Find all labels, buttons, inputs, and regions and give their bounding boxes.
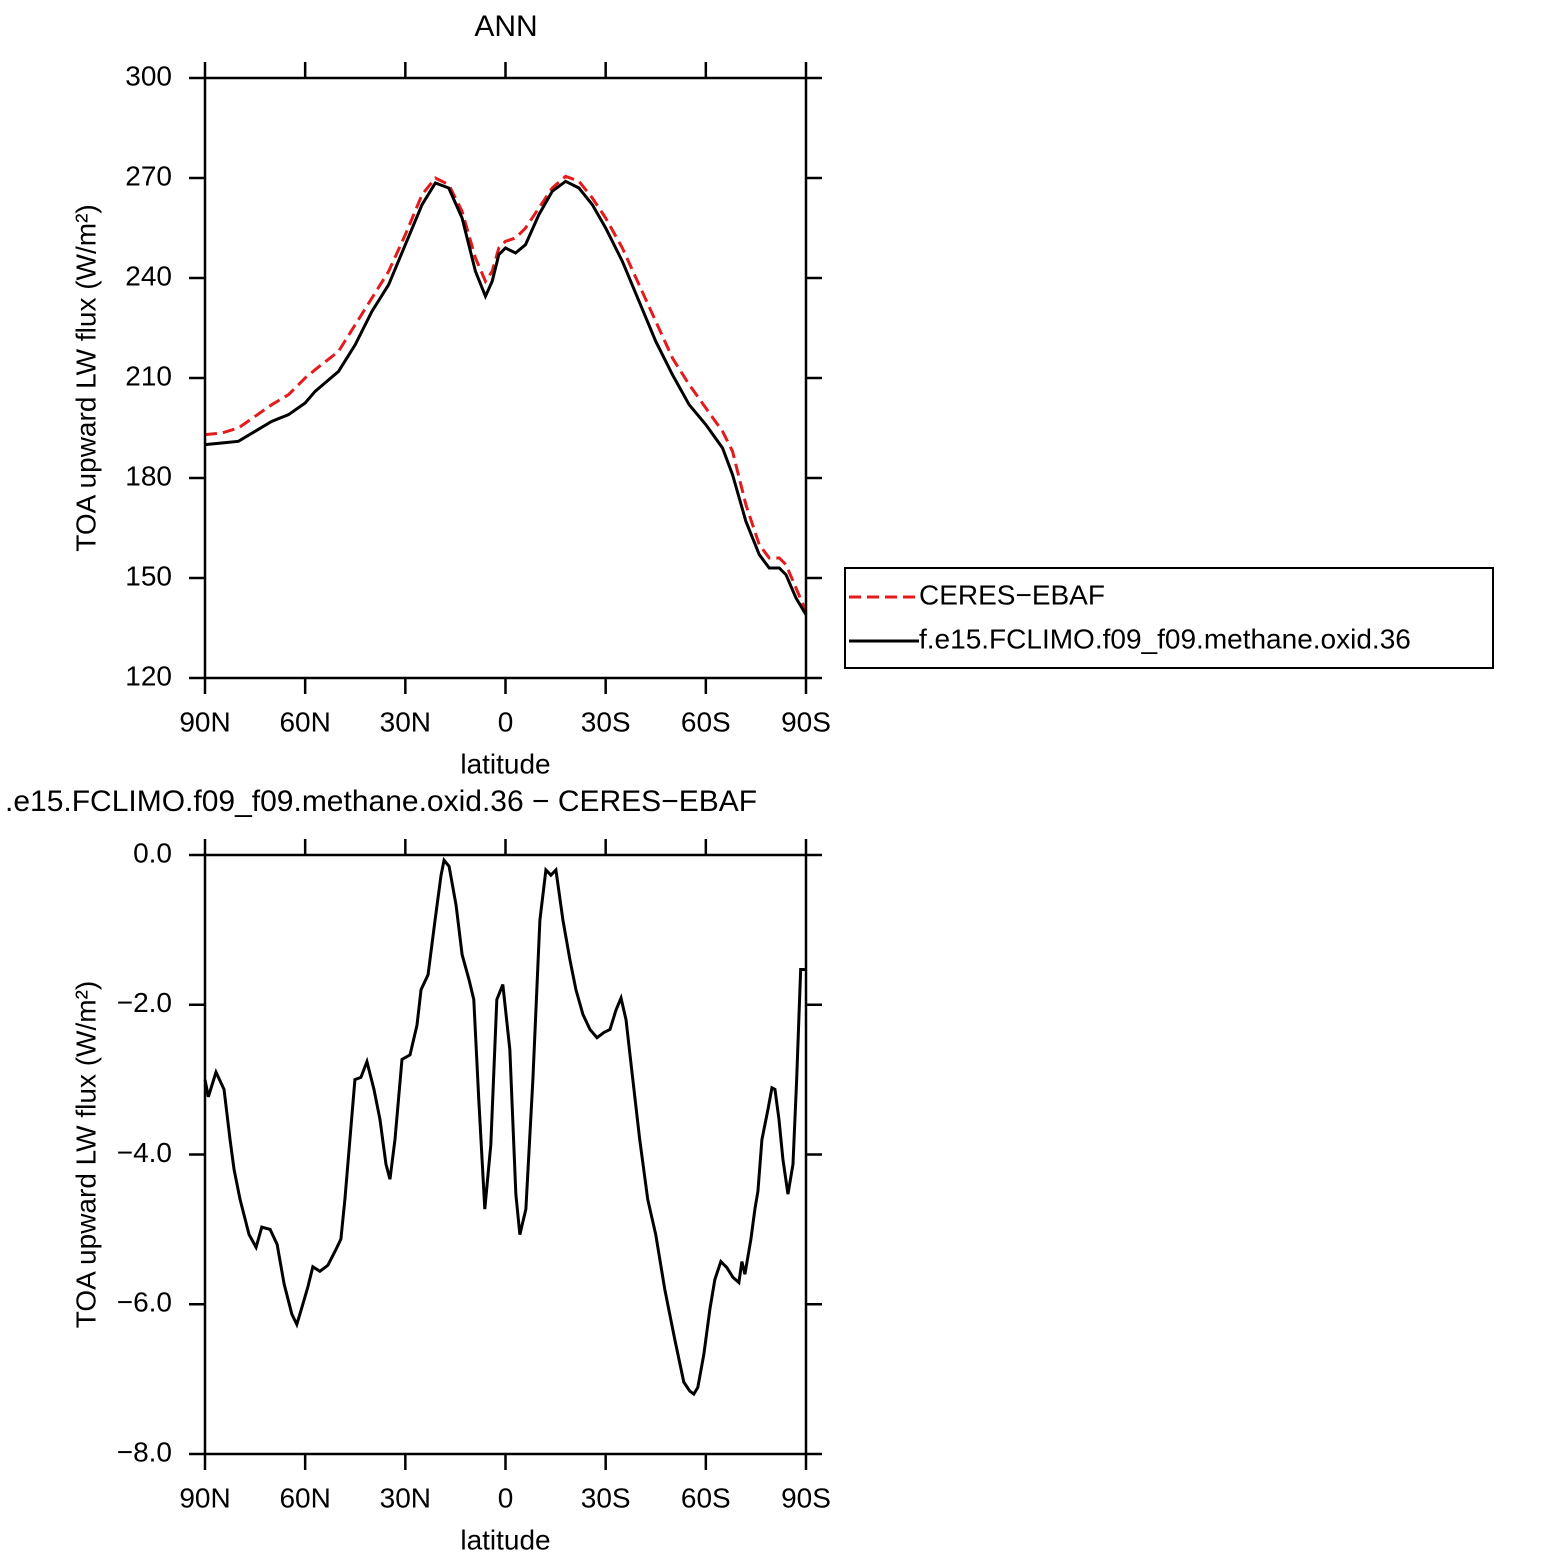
y-tick-label: 0.0: [133, 837, 172, 868]
x-tick-label: 30S: [581, 1482, 631, 1513]
data-line: [204, 179, 808, 616]
y-tick-label: −8.0: [117, 1436, 172, 1467]
x-tick-label: 90N: [179, 706, 230, 737]
y-tick-label: 180: [125, 460, 172, 491]
x-tick-label: 90S: [781, 706, 831, 737]
y-axis-label: TOA upward LW flux (W/m²): [70, 981, 101, 1328]
x-tick-label: 60N: [279, 706, 330, 737]
y-tick-label: 300: [125, 60, 172, 91]
x-axis-label: latitude: [460, 748, 550, 779]
data-line: [204, 174, 808, 612]
x-tick-label: 90N: [179, 1482, 230, 1513]
y-axis-label: TOA upward LW flux (W/m²): [70, 204, 101, 551]
chart-title: ANN: [474, 10, 537, 43]
legend-box: [844, 567, 1494, 669]
x-tick-label: 30N: [380, 1482, 431, 1513]
x-tick-label: 60N: [279, 1482, 330, 1513]
y-tick-label: −2.0: [117, 987, 172, 1018]
y-tick-label: 270: [125, 160, 172, 191]
plot-frame: [203, 76, 808, 680]
x-tick-label: 0: [498, 1482, 514, 1513]
x-tick-label: 90S: [781, 1482, 831, 1513]
data-line: [203, 856, 806, 1397]
legend-label: CERES−EBAF: [919, 579, 1105, 610]
x-axis-label: latitude: [460, 1524, 550, 1555]
x-tick-label: 60S: [681, 706, 731, 737]
chart-title: .e15.FCLIMO.f09_f09.methane.oxid.36 − CE…: [5, 785, 757, 818]
x-tick-label: 30S: [581, 706, 631, 737]
y-tick-label: 240: [125, 260, 172, 291]
y-tick-label: −4.0: [117, 1137, 172, 1168]
y-tick-label: 210: [125, 360, 172, 391]
y-tick-label: 150: [125, 560, 172, 591]
y-tick-label: −6.0: [117, 1287, 172, 1318]
plot-frame: [203, 853, 808, 1456]
legend-label: f.e15.FCLIMO.f09_f09.methane.oxid.36: [919, 623, 1411, 654]
x-tick-label: 60S: [681, 1482, 731, 1513]
y-tick-label: 120: [125, 660, 172, 691]
x-tick-label: 30N: [380, 706, 431, 737]
x-tick-label: 0: [498, 706, 514, 737]
